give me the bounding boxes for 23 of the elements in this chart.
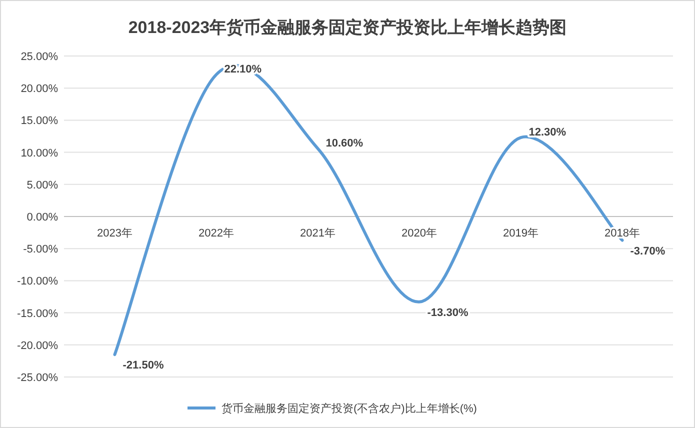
data-label: -21.50% (122, 360, 164, 372)
y-tick-label: 10.00% (20, 147, 58, 160)
y-tick-label: -15.00% (17, 308, 58, 320)
legend-label: 货币金融服务固定资产投资(不含农户)比上年增长(%) (222, 402, 477, 415)
x-tick-label: 2021年 (300, 228, 336, 240)
x-tick-label: 2020年 (402, 228, 437, 240)
chart-title: 2018-2023年货币金融服务固定资产投资比上年增长趋势图 (128, 18, 567, 37)
y-tick-label: -25.00% (17, 372, 58, 384)
y-tick-label: 0.00% (26, 212, 58, 224)
x-tick-label: 2023年 (97, 228, 132, 240)
data-label: 10.60% (326, 137, 364, 150)
data-label: 12.30% (528, 126, 566, 139)
y-tick-label: 5.00% (26, 179, 58, 192)
x-tick-label: 2022年 (198, 228, 234, 240)
y-tick-label: 20.00% (20, 83, 58, 96)
data-label: -3.70% (630, 245, 666, 258)
y-tick-label: 25.00% (20, 51, 58, 63)
y-tick-label: -20.00% (17, 340, 58, 352)
data-label: -13.30% (427, 306, 468, 319)
y-tick-label: 15.00% (20, 115, 58, 128)
x-tick-label: 2019年 (503, 228, 538, 240)
y-tick-label: -10.00% (17, 276, 58, 288)
y-tick-label: -5.00% (23, 244, 58, 256)
